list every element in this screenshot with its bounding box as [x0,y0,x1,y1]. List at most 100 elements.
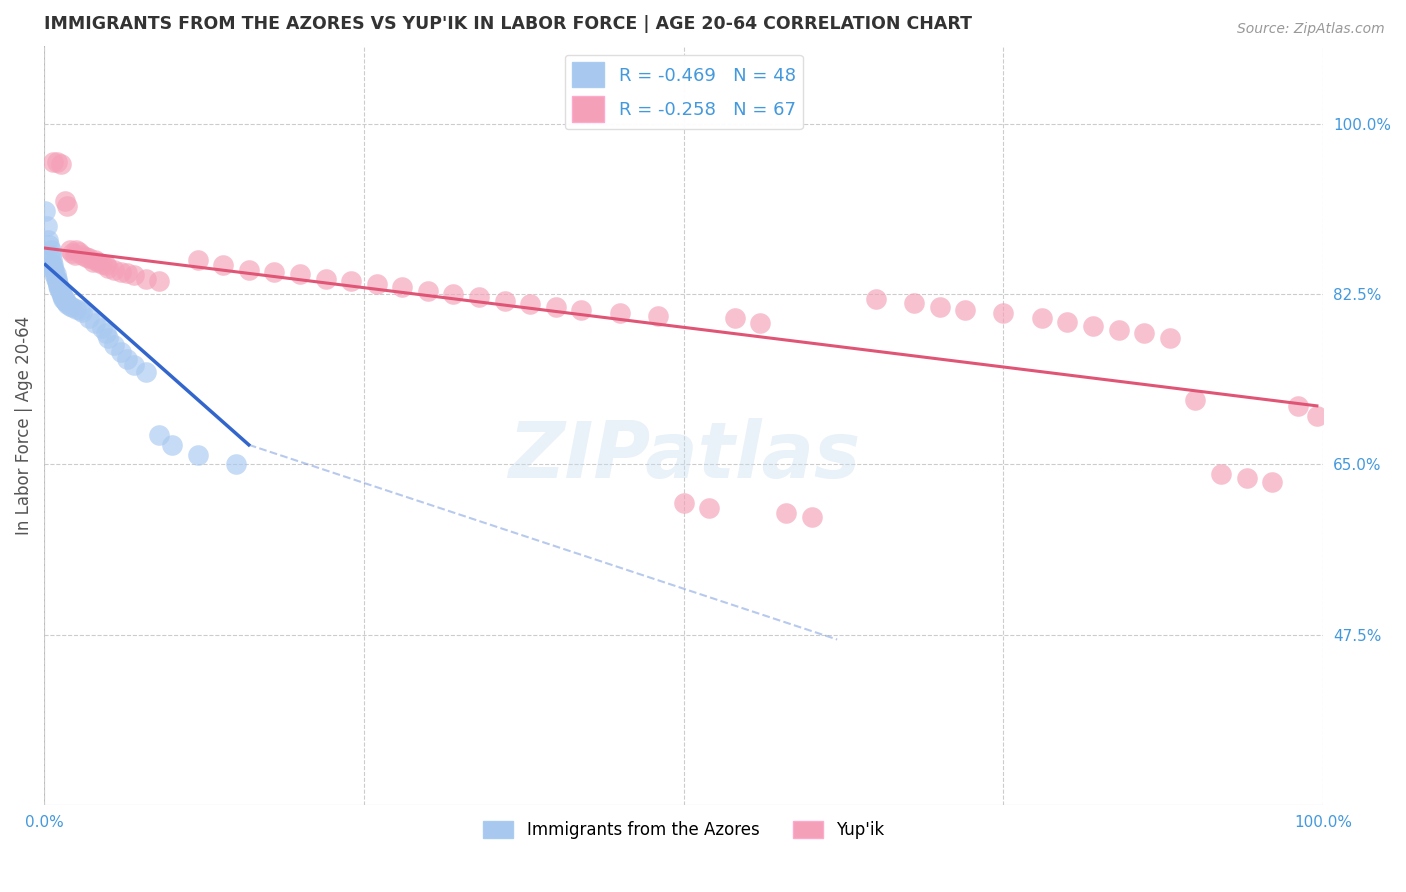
Point [97,331,120,345]
Point [77,251,100,265]
Point [59,243,82,257]
Point [1159,331,1181,345]
Point [65,301,87,316]
Point [117,267,139,281]
Point [46,279,69,293]
Point [42,258,65,272]
Legend: Immigrants from the Azores, Yup'ik: Immigrants from the Azores, Yup'ik [477,814,891,846]
Point [103,337,125,351]
Point [1236,471,1258,485]
Point [1108,323,1130,337]
Point [1286,399,1309,413]
Point [56,199,79,213]
Point [44,268,66,282]
Point [49,285,72,300]
Point [800,509,823,524]
Point [84,316,107,330]
Point [903,295,925,310]
Point [122,358,145,372]
Point [49,157,72,171]
Point [366,277,388,292]
Point [1133,326,1156,340]
Point [65,243,87,257]
Point [46,277,69,292]
Point [51,289,73,303]
Point [90,321,112,335]
Point [45,272,67,286]
Point [569,303,592,318]
Point [1209,467,1232,481]
Point [82,254,104,268]
Point [391,280,413,294]
Point [110,264,132,278]
Point [55,294,77,309]
Point [468,290,491,304]
Point [443,286,465,301]
Point [238,262,260,277]
Point [41,258,63,272]
Point [48,282,70,296]
Point [263,264,285,278]
Point [53,292,76,306]
Point [609,306,631,320]
Point [60,300,83,314]
Point [45,274,67,288]
Point [775,506,797,520]
Point [672,496,695,510]
Point [103,262,125,277]
Point [122,268,145,283]
Point [225,457,247,471]
Point [187,252,209,267]
Point [135,272,157,286]
Point [53,293,76,308]
Point [187,448,209,462]
Point [160,438,183,452]
Point [148,274,170,288]
Point [340,274,363,288]
Point [647,310,669,324]
Text: Source: ZipAtlas.com: Source: ZipAtlas.com [1237,22,1385,37]
Point [953,303,976,318]
Text: IMMIGRANTS FROM THE AZORES VS YUP'IK IN LABOR FORCE | AGE 20-64 CORRELATION CHAR: IMMIGRANTS FROM THE AZORES VS YUP'IK IN … [44,15,972,33]
Point [519,296,541,310]
Point [148,428,170,442]
Point [67,245,90,260]
Point [37,233,59,247]
Point [865,292,887,306]
Point [63,248,86,262]
Point [45,268,67,282]
Point [90,257,112,271]
Point [1081,319,1104,334]
Point [993,306,1015,320]
Point [87,254,110,268]
Point [724,311,747,326]
Point [52,290,75,304]
Point [416,284,439,298]
Point [49,284,72,298]
Point [72,305,94,319]
Text: ZIPatlas: ZIPatlas [508,417,860,493]
Point [53,194,76,209]
Point [94,326,117,340]
Point [60,246,83,260]
Point [44,262,66,277]
Point [494,293,516,308]
Point [1261,475,1284,489]
Point [75,250,97,264]
Point [39,248,62,262]
Point [212,258,235,272]
Point [697,501,720,516]
Point [48,280,70,294]
Point [94,258,117,272]
Point [135,365,157,379]
Point [1184,392,1206,407]
Point [56,296,79,310]
Point [77,311,100,326]
Point [72,248,94,262]
Point [288,268,311,282]
Point [52,292,75,306]
Point [1056,315,1078,329]
Point [59,299,82,313]
Point [35,219,58,233]
Point [97,260,120,275]
